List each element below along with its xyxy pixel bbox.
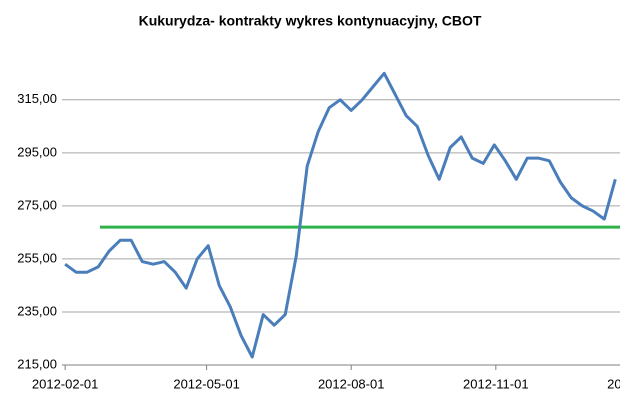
x-tick-label: 2012-11-01: [463, 376, 529, 391]
y-tick-label: 235,00: [17, 303, 57, 318]
data-line: [64, 71, 617, 359]
y-tick-label: 215,00: [17, 356, 57, 371]
y-tick-label: 275,00: [17, 197, 57, 212]
x-tick-label: 2012-02-01: [32, 376, 99, 391]
x-tick-label: 2013-02-01: [607, 376, 620, 391]
x-tick-label: 2012-05-01: [173, 376, 240, 391]
chart-title: Kukurydza- kontrakty wykres kontynuacyjn…: [139, 13, 482, 29]
y-tick-label: 295,00: [17, 144, 57, 159]
y-tick-label: 315,00: [17, 91, 57, 106]
x-tick-label: 2012-08-01: [318, 376, 385, 391]
y-tick-label: 255,00: [17, 250, 57, 265]
